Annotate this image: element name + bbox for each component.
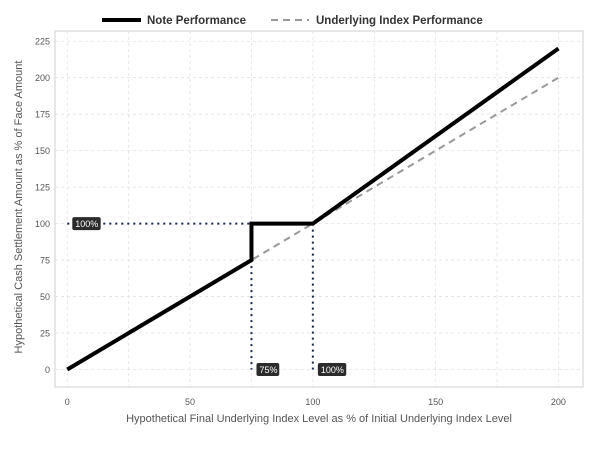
x-tick-label: 50 — [185, 397, 195, 407]
y-tick-label: 100 — [35, 219, 50, 229]
annotation-box — [256, 362, 280, 376]
series-note-performance — [66, 46, 560, 372]
annotation-text: 75% — [259, 365, 277, 375]
y-tick-label: 50 — [40, 292, 50, 302]
annotation-text: 100% — [75, 219, 98, 229]
series-layer — [66, 46, 560, 372]
legend: Note Performance Underlying Index Perfor… — [102, 15, 483, 27]
annotation-text: 100% — [321, 365, 344, 375]
x-tick-label: 150 — [428, 397, 443, 407]
y-tick-label: 150 — [35, 146, 50, 156]
y-tick-label: 75 — [40, 256, 50, 266]
legend-label-note-performance: Note Performance — [147, 15, 246, 27]
x-axis-title: Hypothetical Final Underlying Index Leve… — [126, 413, 512, 425]
x-axis-ticks: 0 50 100 150 200 — [65, 397, 566, 407]
x-tick-label: 200 — [551, 397, 566, 407]
x-tick-label: 0 — [65, 397, 70, 407]
y-tick-label: 25 — [40, 329, 50, 339]
x-tick-label: 100 — [305, 397, 320, 407]
y-axis-ticks: 0 25 50 75 100 125 150 175 200 225 — [35, 37, 50, 375]
annotation-box — [72, 217, 101, 231]
y-tick-label: 175 — [35, 110, 50, 120]
annotations: 100% 75% 100% — [72, 217, 347, 376]
plot-panel — [54, 30, 584, 388]
annotation-box — [317, 362, 347, 376]
annotation-label: 100% — [72, 217, 101, 231]
y-tick-label: 200 — [35, 73, 50, 83]
y-tick-label: 125 — [35, 183, 50, 193]
annotation-label: 100% — [317, 362, 347, 376]
y-tick-label: 225 — [35, 37, 50, 47]
y-tick-label: 0 — [45, 365, 50, 375]
legend-label-underlying-index-performance: Underlying Index Performance — [316, 15, 483, 27]
y-axis-title: Hypothetical Cash Settlement Amount as %… — [13, 61, 25, 354]
annotation-label: 75% — [256, 362, 280, 376]
